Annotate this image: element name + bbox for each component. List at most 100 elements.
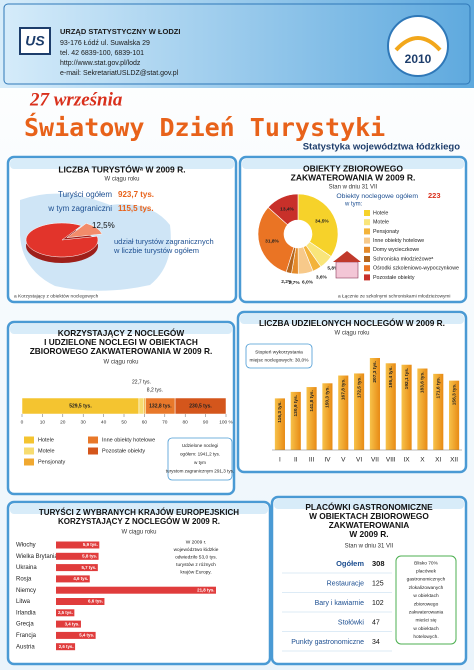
legend-label: Inne obiekty hotelowe — [102, 437, 155, 443]
x-tick-label: VIII — [386, 457, 396, 464]
panel-title: W OBIEKTACH ZBIOROWEGO — [309, 511, 429, 521]
donut-label: 2,7% — [289, 280, 301, 286]
bar-label: 5,7 tys. — [81, 565, 96, 570]
legend-label: Pozostałe obiekty — [102, 448, 145, 454]
sub-label: w tym: — [344, 202, 363, 208]
row-label: Bary i kawiarnie — [315, 600, 365, 607]
legend-swatch — [88, 447, 98, 455]
panel-header — [274, 499, 464, 509]
title-subtitle: Statystyka województwa łódzkiego — [303, 142, 461, 153]
legend-swatch — [24, 436, 34, 444]
census-logo — [387, 15, 449, 77]
legend-label: Motele — [373, 220, 389, 226]
legend-swatch — [364, 246, 370, 253]
note-text: Blisko 70% — [414, 560, 438, 566]
panel-title: KORZYSTAJĄCY Z NOCLEGÓW W 2009 R. — [58, 517, 220, 526]
bar — [56, 586, 216, 594]
donut-label: 2,2% — [281, 279, 293, 285]
x-tick-label: XI — [435, 457, 441, 464]
bar — [369, 358, 380, 450]
bar — [274, 398, 285, 450]
panel-subtitle: W ciągu roku — [121, 530, 156, 536]
kpi-label: Turyści ogółem — [58, 190, 112, 199]
x-tick-label: IV — [324, 457, 331, 464]
legend-swatch — [364, 256, 370, 262]
bar — [56, 564, 98, 572]
panel-subtitle: W ciągu roku — [334, 331, 369, 337]
bar-label: 130,9 tys. — [293, 395, 299, 417]
legend-label: Hotele — [373, 210, 388, 216]
annotation-text: ogółem: 1941,2 tys. — [180, 452, 220, 457]
total-value: 223 — [428, 191, 441, 200]
header-frame — [3, 3, 471, 85]
house-roof — [333, 251, 361, 262]
annotation-text: odwiedziło 53,0 tys. — [175, 554, 217, 560]
title-name: Światowy Dzień Turystyki — [24, 112, 385, 142]
total-label: Obiekty noclegowe ogółem — [336, 193, 418, 200]
contact-email: e-mail: SekretariatUSLDZ@stat.gov.pl — [60, 70, 179, 77]
x-tick-label: I — [279, 457, 281, 464]
stack-segment — [138, 397, 145, 415]
bar — [56, 643, 76, 651]
legend-swatch — [364, 237, 370, 244]
x-tick-label: II — [294, 457, 298, 464]
bar-label: 141,8 tys. — [309, 390, 315, 412]
legend-label: Schroniska młodzieżoweᵃ — [373, 256, 433, 262]
x-tick-label: 20 — [60, 419, 66, 425]
kpi-label: w tym zagraniczni — [47, 204, 112, 213]
panel-title: ZAKWATEROWANIA W 2009 R. — [291, 172, 416, 182]
panel-title: KORZYSTAJĄCY Z NOCLEGÓW — [58, 327, 185, 338]
donut-label: 3,6% — [316, 274, 328, 280]
share-label: 12,5% — [92, 221, 115, 230]
legend-swatch — [88, 436, 98, 444]
panel — [6, 500, 272, 666]
contact-web: http://www.stat.gov.pl/lodz — [60, 60, 141, 67]
bar-label: 195,4 tys. — [388, 366, 394, 388]
bar — [56, 575, 90, 583]
donut-segment — [257, 206, 295, 273]
y-tick-label: Rosja — [16, 576, 32, 582]
donut-label: 5,8% — [327, 266, 339, 272]
legend-swatch — [364, 228, 370, 235]
house-icon — [335, 261, 359, 279]
legend-label: Pensjonaty — [373, 229, 400, 235]
annotation-text: w tym — [194, 460, 206, 465]
bar-label: 5,8 tys. — [82, 553, 97, 558]
segment-label: 230,5 tys. — [189, 403, 212, 409]
panel-title: LICZBA TURYSTÓWᵃ W 2009 R. — [58, 163, 185, 174]
bar-label: 167,8 tys. — [341, 379, 347, 401]
annotation-text: miejsc noclegowych: 30,0% — [250, 357, 310, 363]
bar-label: 116,3 tys. — [277, 401, 283, 422]
note-text: hotelowych. — [413, 634, 438, 640]
bar-label: 3,4 tys. — [65, 621, 80, 626]
census-year: 2010 — [405, 52, 432, 66]
footnote: a Łącznie ze szkolnymi schroniskami młod… — [338, 293, 451, 299]
note-text: zakwaterowania — [409, 609, 444, 615]
y-tick-label: Niemcy — [16, 588, 36, 594]
legend-label: Domy wycieczkowe — [373, 247, 419, 253]
legend-swatch — [364, 265, 370, 272]
bar — [56, 631, 96, 639]
legend-label: Pozostałe obiekty — [373, 275, 415, 281]
x-tick-label: 80 — [183, 419, 189, 425]
title-date: 27 września — [29, 89, 123, 110]
note-text: w obiektach — [413, 626, 439, 632]
bar — [290, 391, 301, 450]
bar-label: 21,8 tys. — [197, 587, 214, 592]
bar-label: 5,4 tys. — [79, 633, 94, 638]
row-value: 102 — [372, 600, 384, 607]
bar — [449, 380, 460, 450]
bar — [385, 363, 396, 450]
bar-label: 150,3 tys. — [325, 386, 331, 408]
annotation-box — [245, 343, 313, 369]
census-sun — [394, 36, 442, 52]
row-value: 125 — [372, 580, 384, 587]
x-tick-label: III — [309, 457, 315, 464]
panel-title: ZAKWATEROWANIA — [329, 520, 410, 530]
x-tick-label: 0 — [21, 419, 24, 425]
segment-label: 8,2 tys. — [147, 387, 163, 393]
bar-label: 5,9 tys. — [83, 542, 98, 547]
panel-subtitle: Stan w dniu 31 VII — [329, 185, 378, 191]
bar-label: 172,5 tys. — [356, 376, 362, 398]
